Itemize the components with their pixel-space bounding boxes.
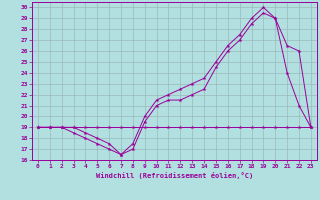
X-axis label: Windchill (Refroidissement éolien,°C): Windchill (Refroidissement éolien,°C) [96, 172, 253, 179]
